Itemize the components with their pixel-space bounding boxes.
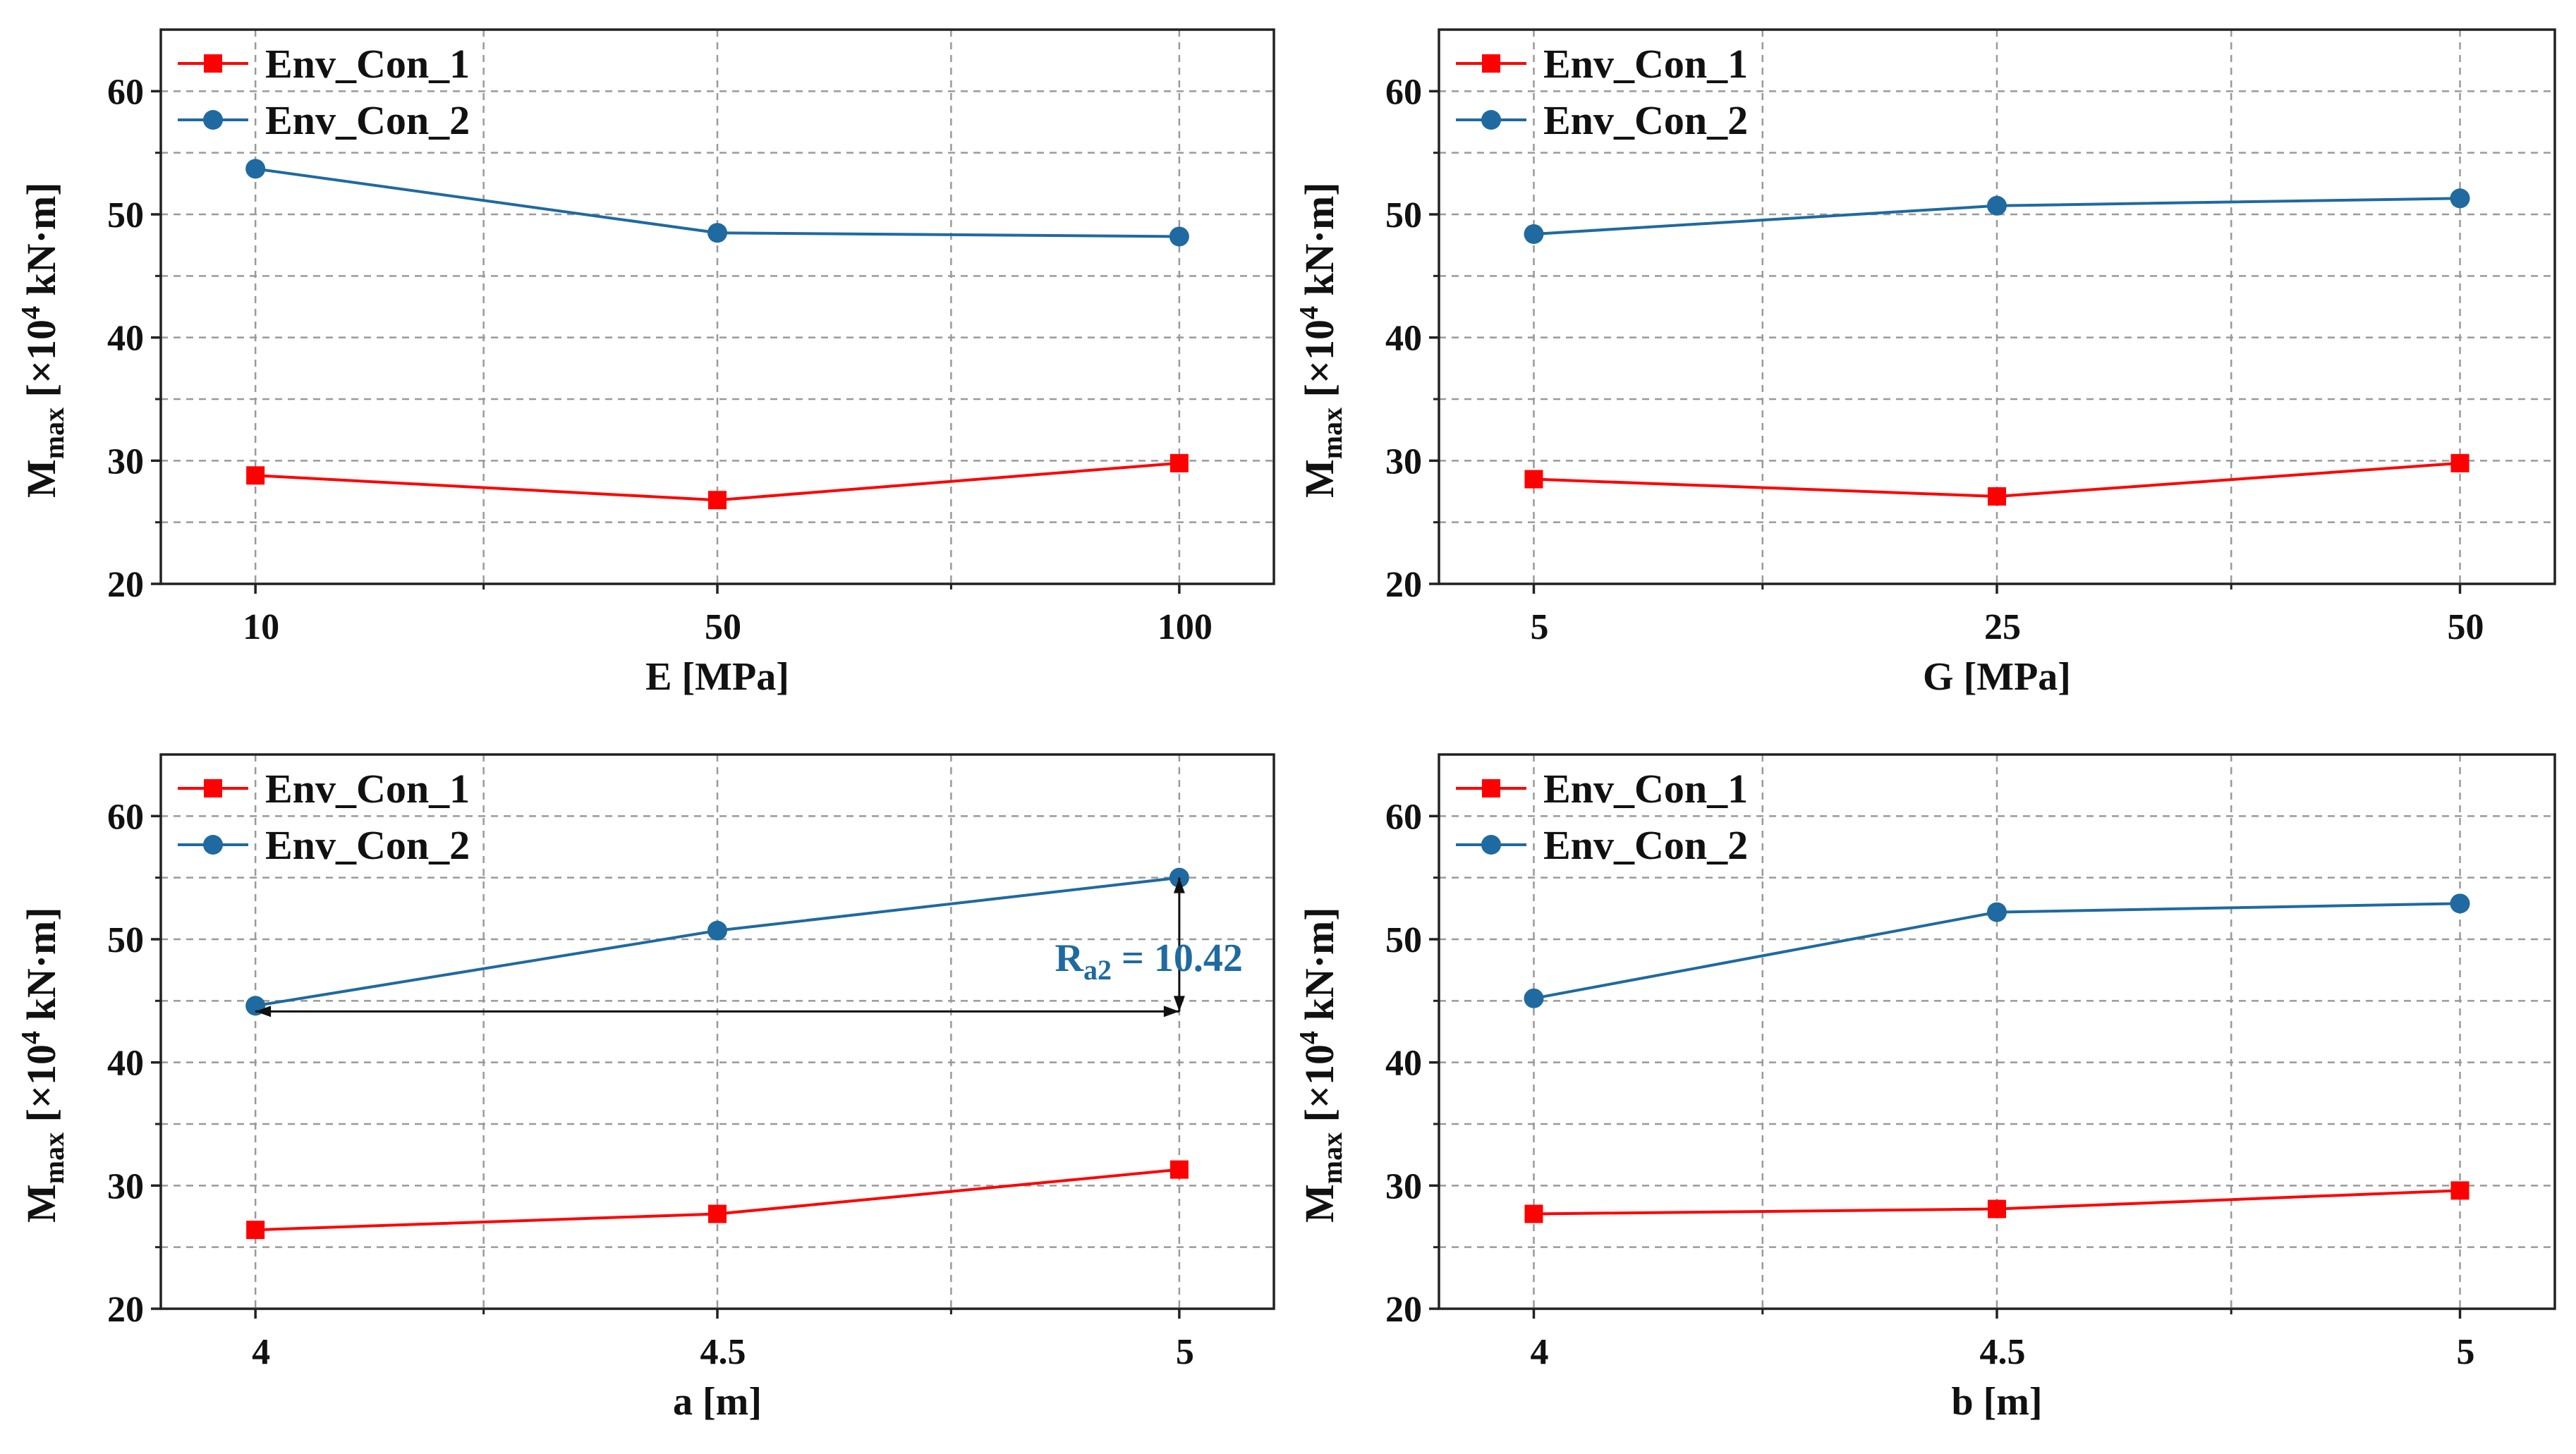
y-tick-label: 60 [107,797,144,837]
y-tick-label: 20 [1385,565,1422,605]
x-axis-title: E [MPa] [645,655,789,699]
y-tick-label: 40 [1385,319,1422,359]
y-tick-label: 30 [107,1166,144,1206]
legend-label: Env_Con_2 [1543,822,1748,868]
data-point-square [1169,1160,1189,1179]
y-tick-label: 20 [107,1290,144,1330]
chart-panel-4: 20 30 40 50 60 4 4.5 5 b [m] Mmax [×104 kN·m] Env_… [1294,753,2556,1424]
x-tick-label: 4.5 [1980,1332,2026,1372]
legend-marker-square [204,54,222,73]
data-point-square [708,1204,727,1223]
x-tick-label: 50 [705,607,741,647]
legend-label: Env_Con_1 [1543,766,1748,812]
data-point-square [1524,470,1543,489]
data-point-circle [2450,188,2470,209]
data-point-square [708,491,727,510]
data-point-circle [1524,988,1544,1008]
x-axis-title: a [m] [673,1380,762,1424]
x-tick-label: 50 [2448,607,2484,647]
legend-marker-circle [203,835,223,855]
data-point-circle [2450,893,2470,914]
y-axis-title: Mmax [×104 kN·m] [1294,182,1348,498]
chart-panel-1: 20 30 40 50 60 10 50 100 E [MPa] Mmax [×104 kN·m]… [16,28,1275,699]
data-point-square [1169,453,1189,472]
data-point-circle [245,159,266,179]
x-tick-label: 4 [1530,1332,1548,1372]
data-point-circle [1524,224,1544,244]
y-axis-title: Mmax [×104 kN·m] [1294,907,1348,1223]
legend-label: Env_Con_1 [265,766,470,812]
y-tick-label: 50 [107,195,144,236]
y-tick-label: 20 [1385,1290,1422,1330]
y-tick-label: 60 [107,72,144,112]
x-tick-label: 100 [1158,607,1213,647]
x-tick-label: 25 [1984,607,2021,647]
data-point-circle [707,223,727,243]
legend-label: Env_Con_2 [265,97,470,143]
data-point-square [1988,487,2006,506]
x-axis-title: b [m] [1951,1380,2042,1424]
y-tick-label: 50 [1385,195,1422,236]
y-tick-label: 40 [1385,1044,1422,1084]
y-tick-label: 60 [1385,797,1422,837]
legend-marker-circle [1481,835,1501,855]
y-tick-label: 50 [107,920,144,960]
x-tick-label: 5 [1530,607,1548,647]
x-tick-label: 5 [2457,1332,2475,1372]
data-point-square [2450,453,2469,472]
annotation-arrowhead [255,1006,272,1018]
x-tick-label: 10 [243,607,279,647]
legend-label: Env_Con_2 [1543,97,1748,143]
y-tick-label: 30 [1385,441,1422,482]
legend-label: Env_Con_1 [1543,41,1748,87]
y-tick-label: 60 [1385,72,1422,112]
chart-panel-3: 20 30 40 50 60 4 4.5 5 a [m] Mmax [×104 kN·m] Env_… [16,753,1275,1424]
annotation-arrowhead [1173,877,1185,893]
data-point-square [246,466,265,485]
data-point-circle [707,920,727,941]
data-point-circle [1987,195,2007,216]
chart-panel-2: 20 30 40 50 60 5 25 50 G [MPa] Mmax [×104 kN·m] En… [1294,28,2556,699]
legend-marker-square [204,779,222,798]
annotation-arrowhead [1163,1006,1179,1018]
x-tick-label: 4 [252,1332,270,1372]
y-axis-title: Mmax [×104 kN·m] [16,182,70,498]
x-tick-label: 4.5 [700,1332,746,1372]
y-tick-label: 20 [107,565,144,605]
annotation-arrowhead [1173,996,1185,1012]
y-tick-label: 40 [107,1044,144,1084]
data-point-square [1988,1199,2006,1218]
legend-marker-square [1482,54,1500,73]
y-tick-label: 30 [1385,1166,1422,1206]
data-point-square [246,1221,265,1240]
legend-label: Env_Con_2 [265,822,470,868]
y-tick-label: 40 [107,319,144,359]
data-point-circle [1169,226,1189,247]
x-axis-title: G [MPa] [1923,655,2071,699]
y-tick-label: 30 [107,441,144,482]
data-point-circle [1987,902,2007,922]
legend-marker-circle [1481,110,1501,130]
annotation-label: Ra2 = 10.42 [1055,936,1242,986]
y-axis-title: Mmax [×104 kN·m] [16,907,70,1223]
x-tick-label: 5 [1176,1332,1194,1372]
legend-label: Env_Con_1 [265,41,470,87]
y-tick-label: 50 [1385,920,1422,960]
legend-marker-square [1482,779,1500,798]
legend-marker-circle [203,110,223,130]
data-point-square [1524,1204,1543,1223]
data-point-square [2450,1181,2469,1200]
